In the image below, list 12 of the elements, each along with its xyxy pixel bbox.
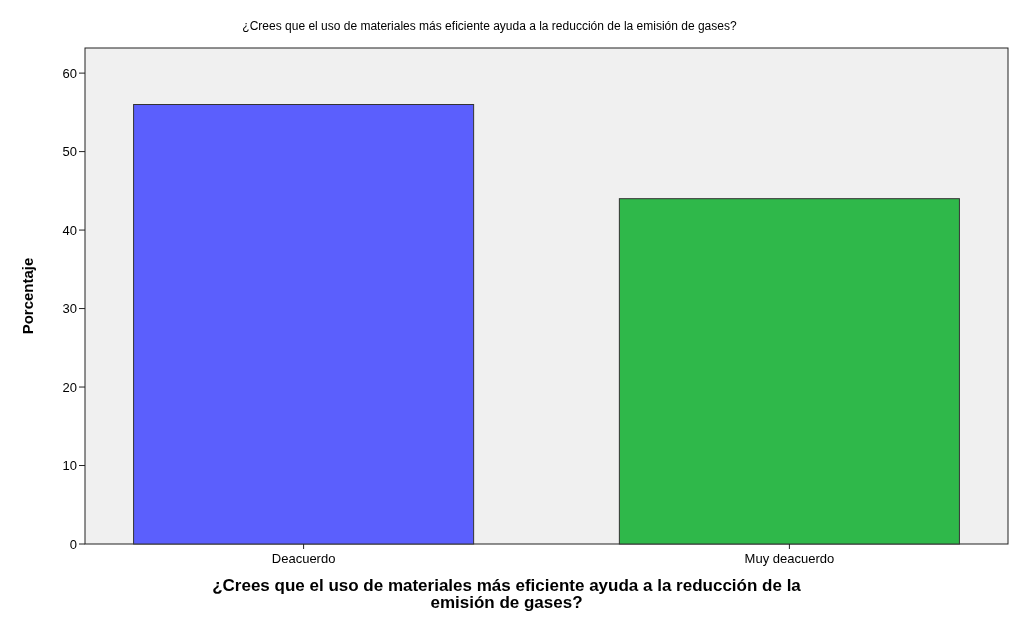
y-tick-label: 30 (62, 301, 77, 317)
x-tick-label: Muy deacuerdo (744, 551, 835, 566)
y-tick-label: 20 (62, 379, 77, 395)
y-tick-label: 60 (62, 65, 77, 81)
chart-title: ¿Crees que el uso de materiales más eficiente ayuda a la reducción de la emisión de gases? (242, 19, 737, 33)
x-axis-title: ¿Crees que el uso de materiales más eficiente ayuda a la reducción de la emisión de gases? (212, 576, 802, 612)
y-tick-label: 0 (69, 536, 77, 552)
y-tick-label: 50 (62, 144, 77, 160)
y-tick-label: 10 (62, 458, 77, 474)
y-axis-title: Porcentaje (19, 257, 36, 335)
y-tick-label: 40 (62, 222, 77, 238)
x-tick-label: Deacuerdo (271, 551, 336, 566)
